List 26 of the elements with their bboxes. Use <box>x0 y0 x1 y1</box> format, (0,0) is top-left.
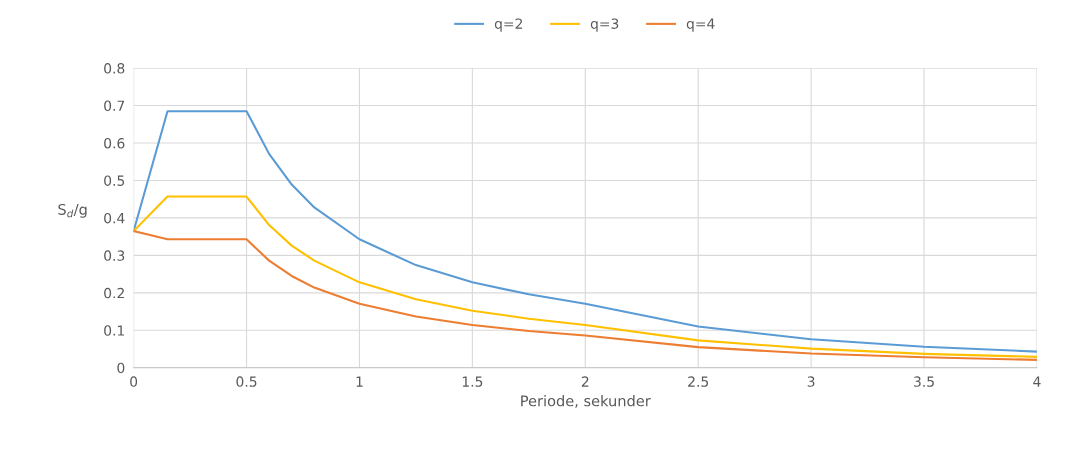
x-tick-label: 0.5 <box>236 376 257 387</box>
x-tick-label: 1.5 <box>462 376 483 387</box>
legend-label: q=3 <box>590 18 619 32</box>
x-tick-label: 0 <box>130 376 138 387</box>
x-axis-title: Periode, sekunder <box>521 395 651 408</box>
y-tick-label: 0.5 <box>104 175 125 186</box>
y-tick-label: 0.8 <box>104 63 125 74</box>
line-series <box>133 195 1037 358</box>
x-tick-label: 2.5 <box>688 376 709 387</box>
legend-label: q=2 <box>494 18 523 32</box>
x-tick-label: 4 <box>1033 376 1041 387</box>
y-tick-label: 0 <box>117 362 125 374</box>
y-tick-label: 0.6 <box>104 137 125 149</box>
x-tick-label: 1 <box>356 376 363 387</box>
line-series <box>133 110 1037 353</box>
legend-label: q=4 <box>686 18 715 32</box>
x-tick-label: 3.5 <box>914 376 934 387</box>
y-tick-label: 0.7 <box>104 100 125 112</box>
x-tick-label: 3 <box>807 376 815 387</box>
y-tick-label: 0.3 <box>104 250 125 261</box>
x-tick-label: 2 <box>581 376 589 387</box>
y-tick-label: 0.1 <box>104 325 125 336</box>
y-axis-title: S$_{d}$/g <box>58 203 87 218</box>
y-tick-label: 0.4 <box>104 212 125 224</box>
y-tick-label: 0.2 <box>104 287 124 299</box>
line-series <box>133 229 1037 361</box>
